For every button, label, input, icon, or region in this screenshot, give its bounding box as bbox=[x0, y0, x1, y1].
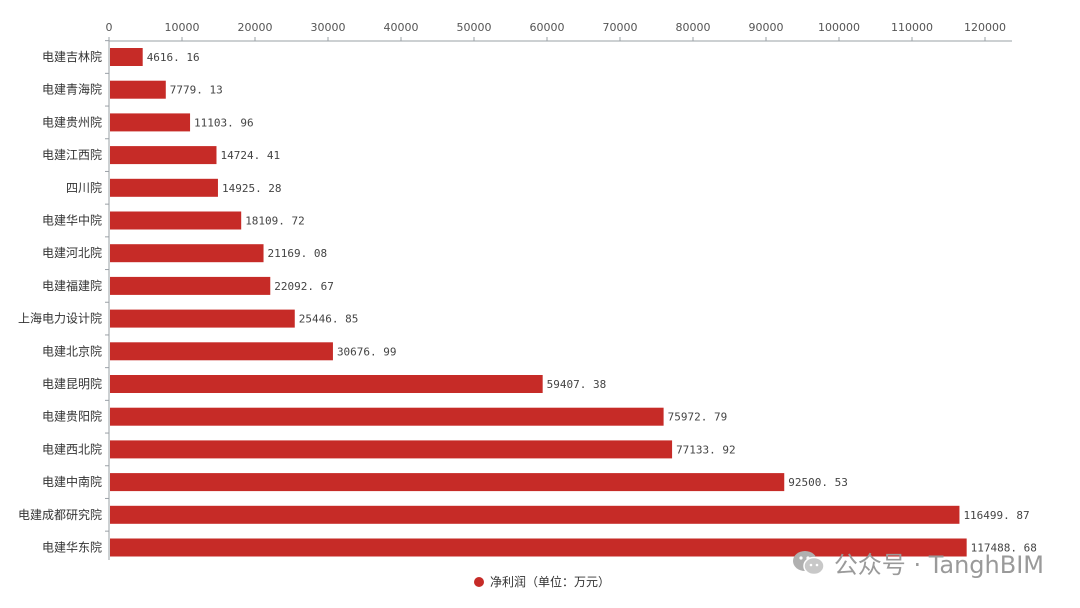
x-tick-label: 80000 bbox=[676, 21, 711, 34]
category-label: 电建贵州院 bbox=[42, 115, 102, 129]
category-label: 电建青海院 bbox=[42, 82, 102, 97]
value-label: 116499. 87 bbox=[963, 509, 1029, 522]
value-label: 25446. 85 bbox=[299, 313, 359, 326]
value-label: 59407. 38 bbox=[547, 378, 607, 391]
value-label: 75972. 79 bbox=[668, 411, 728, 424]
legend-label: 净利润（单位：万元） bbox=[490, 574, 610, 589]
value-label: 117488. 68 bbox=[971, 542, 1037, 555]
value-label: 21169. 08 bbox=[268, 247, 328, 260]
bar bbox=[110, 113, 191, 132]
value-label: 92500. 53 bbox=[788, 476, 848, 489]
category-label: 电建昆明院 bbox=[42, 377, 102, 391]
bars bbox=[110, 48, 967, 557]
category-label: 电建成都研究院 bbox=[18, 507, 102, 522]
value-label: 18109. 72 bbox=[245, 215, 305, 228]
x-tick-label: 110000 bbox=[891, 21, 933, 34]
category-label: 电建华中院 bbox=[42, 213, 102, 228]
x-tick-label: 20000 bbox=[238, 21, 273, 34]
x-tick-label: 120000 bbox=[964, 21, 1006, 34]
x-tick-label: 30000 bbox=[311, 21, 346, 34]
category-label: 电建贵阳院 bbox=[42, 410, 102, 424]
category-label: 电建福建院 bbox=[42, 278, 102, 293]
wechat-icon bbox=[792, 550, 825, 575]
bar bbox=[110, 505, 960, 524]
value-label: 30676. 99 bbox=[337, 345, 397, 358]
category-label: 电建河北院 bbox=[42, 246, 102, 260]
watermark-text: 公众号 · TanghBIM bbox=[833, 551, 1044, 579]
labels: 电建吉林院 4616. 16 电建青海院 7779. 13 电建贵州院 11103. 96… bbox=[18, 50, 1037, 555]
x-tick-label: 10000 bbox=[165, 21, 200, 34]
category-label: 电建北京院 bbox=[42, 344, 102, 358]
bar bbox=[110, 244, 264, 263]
axes: 0 10000 20000 30000 40000 50000 60000 70000 8000… bbox=[105, 21, 1012, 560]
x-tick-label: 40000 bbox=[384, 21, 419, 34]
legend[interactable]: 净利润（单位：万元） bbox=[474, 574, 610, 589]
category-label: 电建华东院 bbox=[42, 541, 102, 555]
bar bbox=[110, 440, 673, 459]
bar bbox=[110, 538, 967, 557]
x-tick-label: 70000 bbox=[603, 21, 638, 34]
value-label: 7779. 13 bbox=[170, 84, 223, 97]
bar bbox=[110, 375, 543, 393]
x-tick-label: 60000 bbox=[530, 21, 565, 34]
value-label: 11103. 96 bbox=[194, 116, 254, 129]
category-label: 电建江西院 bbox=[42, 148, 102, 162]
bar bbox=[110, 309, 295, 328]
category-label: 电建中南院 bbox=[42, 474, 102, 489]
value-label: 14925. 28 bbox=[222, 182, 282, 195]
legend-marker bbox=[474, 577, 484, 587]
x-tick-label: 0 bbox=[106, 21, 113, 34]
bar bbox=[110, 407, 664, 426]
category-label: 四川院 bbox=[66, 181, 102, 195]
value-label: 77133. 92 bbox=[676, 443, 736, 456]
bar bbox=[110, 48, 143, 66]
value-label: 4616. 16 bbox=[147, 51, 200, 64]
watermark: 公众号 · TanghBIM bbox=[792, 545, 1044, 580]
category-label: 电建西北院 bbox=[42, 442, 102, 456]
bar bbox=[110, 146, 217, 165]
value-label: 14724. 41 bbox=[220, 149, 280, 162]
category-label: 上海电力设计院 bbox=[18, 311, 102, 326]
bar bbox=[110, 276, 271, 295]
x-tick-label: 100000 bbox=[818, 21, 860, 34]
bar bbox=[110, 80, 166, 99]
x-tick-label: 50000 bbox=[457, 21, 492, 34]
bar bbox=[110, 342, 333, 361]
bar bbox=[110, 473, 785, 492]
category-label: 电建吉林院 bbox=[42, 50, 102, 64]
x-tick-label: 90000 bbox=[749, 21, 784, 34]
bar bbox=[110, 211, 242, 230]
value-label: 22092. 67 bbox=[274, 280, 334, 293]
bar bbox=[110, 178, 218, 197]
